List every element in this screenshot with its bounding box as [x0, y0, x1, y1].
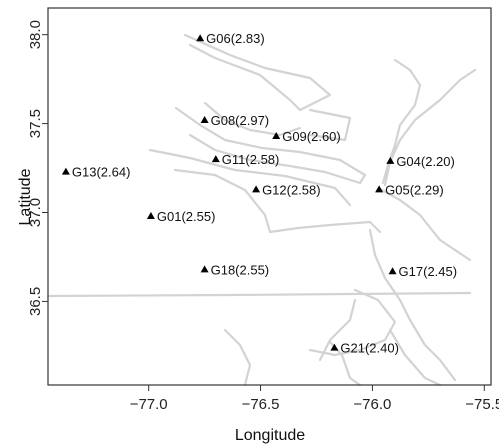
x-axis: −77.0 −76.5 −76.0 −75.5 [130, 385, 499, 413]
y-tick-label: 38.0 [27, 20, 44, 49]
station-marker [200, 116, 209, 124]
station-marker [200, 265, 209, 273]
station-label: G01(2.55) [157, 209, 216, 224]
station-marker [196, 34, 205, 42]
station-marker [272, 132, 281, 140]
x-tick-label: −77.0 [130, 396, 168, 413]
x-axis-title: Longitude [235, 427, 305, 444]
y-tick-label: 37.5 [27, 109, 44, 138]
x-tick-label: −76.0 [353, 396, 391, 413]
station-label: G21(2.40) [340, 341, 399, 356]
station-label: G13(2.64) [72, 165, 131, 180]
station-label: G06(2.83) [206, 31, 265, 46]
plot-frame [47, 7, 492, 386]
station-marker [375, 185, 384, 193]
y-tick-label: 37.0 [27, 198, 44, 227]
station-marker [252, 185, 261, 193]
station-label: G12(2.58) [262, 182, 321, 197]
y-axis: 36.5 37.0 37.5 38.0 [27, 20, 48, 316]
station-label: G18(2.55) [211, 262, 270, 277]
x-tick-label: −76.5 [242, 396, 280, 413]
y-axis-title: Latitude [17, 168, 34, 225]
station-label: G09(2.60) [282, 129, 341, 144]
x-tick-label: −75.5 [465, 396, 499, 413]
station-label: G11(2.58) [222, 152, 280, 167]
station-marker [61, 167, 70, 175]
station-points: G06(2.83) G08(2.97) G09(2.60)G11(2.58) G04(… [61, 31, 458, 356]
station-label: G04(2.20) [396, 154, 455, 169]
station-marker [386, 156, 395, 164]
station-label: G08(2.97) [211, 113, 270, 128]
station-label: G05(2.29) [385, 182, 444, 197]
station-marker [330, 343, 339, 351]
y-tick-label: 36.5 [27, 287, 44, 316]
station-marker [388, 267, 397, 275]
station-label: G17(2.45) [399, 264, 458, 279]
station-marker [211, 155, 220, 163]
station-marker [146, 212, 155, 220]
coastlines [46, 33, 477, 387]
